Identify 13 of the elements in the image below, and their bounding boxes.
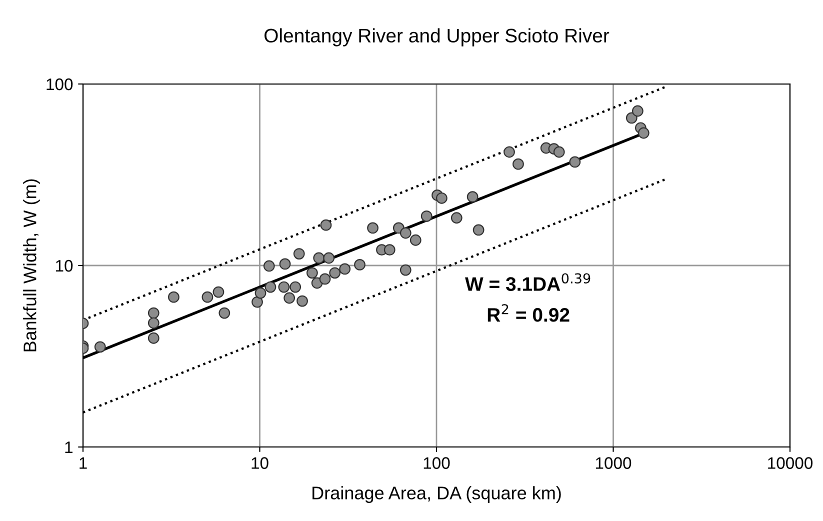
x-tick-label: 1000 [596,457,632,469]
x-axis-title: Drainage Area, DA (square km) [312,486,561,503]
annotation: W = 3.1DA$^{0.39}$ [465,273,590,291]
y-axis-title: Bankfull Width, W (m) [23,179,40,352]
x-tick-label: 10 [252,457,268,469]
annotation: R$^{2}$ = 0.92 [488,304,570,322]
y-tick-label: 1 [65,442,72,454]
x-tick-label: 1 [80,457,87,469]
y-tick-label: 10 [56,260,73,272]
x-tick-label: 100 [424,457,450,469]
y-tick-label: 100 [46,78,73,90]
chart-title: Olentangy River and Upper Scioto River [264,28,610,46]
x-tick-label: 10000 [768,457,813,469]
